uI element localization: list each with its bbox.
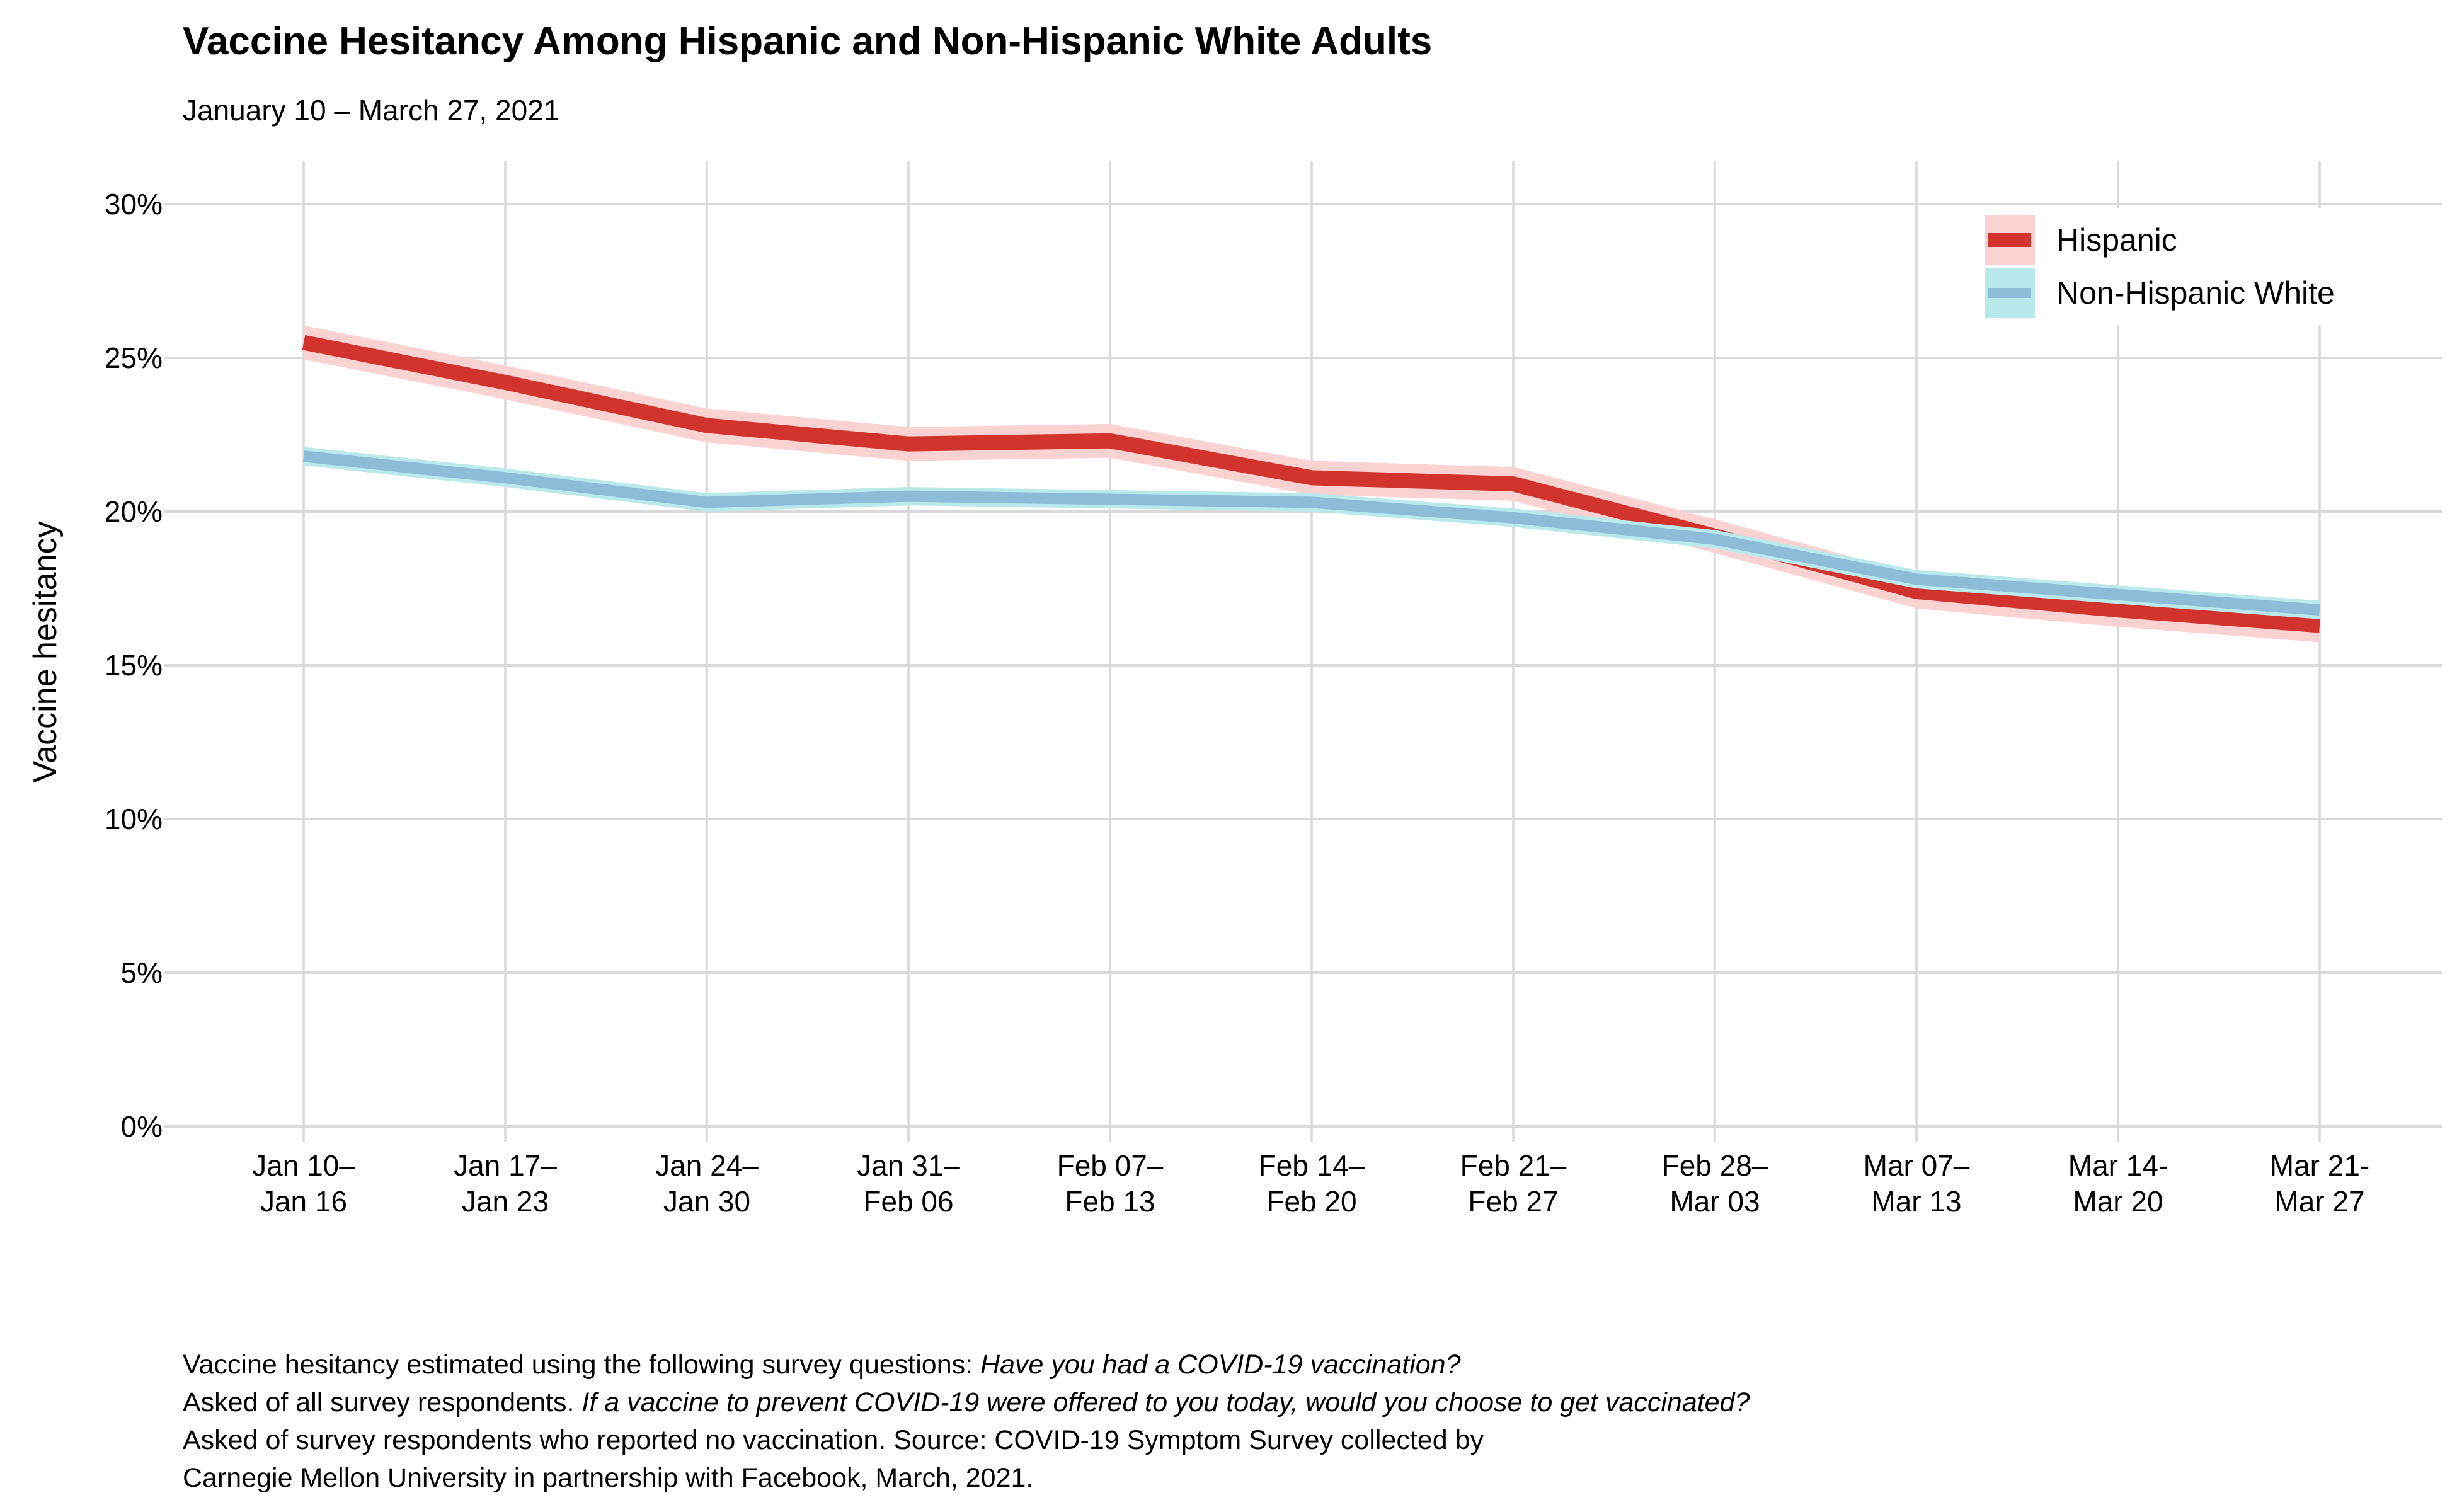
footer-caption: Vaccine hesitancy estimated using the fo…: [183, 1346, 1750, 1497]
x-tick-label: Feb 07– Feb 13: [1057, 1149, 1164, 1218]
legend-entry: Non-Hispanic White: [1984, 268, 2427, 318]
y-tick-label: 15%: [104, 649, 163, 682]
legend-label: Non-Hispanic White: [2056, 275, 2335, 311]
y-tick-label: 25%: [104, 341, 163, 374]
y-tick-label: 0%: [120, 1110, 163, 1143]
legend: Hispanic Non-Hispanic White: [1978, 208, 2427, 325]
legend-key-line: [1988, 288, 2031, 298]
legend-entry: Hispanic: [1984, 215, 2427, 265]
footer-survey-question: Have you had a COVID-19 vaccination?: [980, 1349, 1461, 1380]
legend-label: Hispanic: [2056, 222, 2177, 258]
series-line-hispanic: [302, 335, 2320, 633]
x-tick-label: Jan 10– Jan 16: [252, 1149, 355, 1218]
x-tick-label: Feb 28– Mar 03: [1661, 1149, 1768, 1218]
footer-survey-question: If a vaccine to prevent COVID-19 were of…: [581, 1387, 1750, 1418]
y-tick-label: 20%: [104, 495, 163, 528]
footer-line: Vaccine hesitancy estimated using the fo…: [183, 1346, 1750, 1383]
confidence-ribbon-non-hispanic-white: [304, 447, 2320, 619]
chart-title: Vaccine Hesitancy Among Hispanic and Non…: [183, 20, 1433, 63]
x-tick-label: Jan 17– Jan 23: [454, 1149, 557, 1218]
footer-text: Asked of all survey respondents.: [183, 1387, 582, 1418]
y-tick-label: 10%: [104, 803, 163, 835]
footer-line: Asked of survey respondents who reported…: [183, 1421, 1750, 1459]
x-tick-label: Jan 24– Jan 30: [655, 1149, 759, 1218]
x-tick-label: Mar 14- Mar 20: [2068, 1149, 2168, 1218]
footer-line: Carnegie Mellon University in partnershi…: [183, 1459, 1750, 1497]
series-line-non-hispanic-white: [303, 450, 2320, 616]
chart-subtitle: January 10 – March 27, 2021: [183, 94, 560, 127]
x-tick-label: Feb 14– Feb 20: [1258, 1149, 1365, 1218]
footer-text: Carnegie Mellon University in partnershi…: [183, 1463, 1034, 1493]
x-tick-label: Mar 21- Mar 27: [2269, 1149, 2370, 1218]
x-tick-label: Jan 31– Feb 06: [857, 1149, 960, 1218]
legend-key-swatch: [1984, 268, 2035, 318]
footer-text: Vaccine hesitancy estimated using the fo…: [183, 1349, 981, 1380]
x-tick-label: Mar 07– Mar 13: [1863, 1149, 1970, 1218]
footer-line: Asked of all survey respondents. If a va…: [183, 1383, 1750, 1421]
legend-key-swatch: [1984, 215, 2035, 265]
x-tick-label: Feb 21– Feb 27: [1460, 1149, 1567, 1218]
y-tick-label: 5%: [120, 956, 163, 989]
footer-text: Asked of survey respondents who reported…: [183, 1425, 1484, 1455]
y-tick-label: 30%: [104, 188, 163, 220]
legend-key-line: [1988, 233, 2031, 247]
